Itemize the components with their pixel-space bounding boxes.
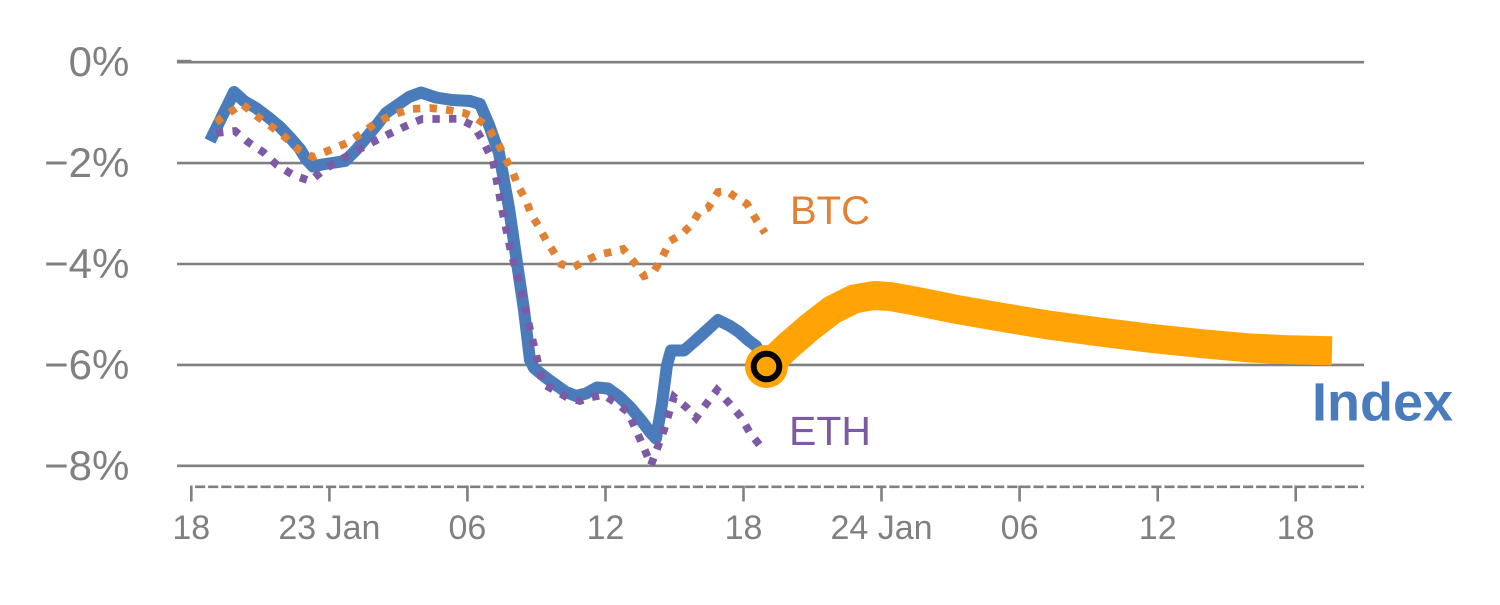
svg-text:BTC: BTC [790,189,870,233]
svg-text:−8%: −8% [44,442,129,489]
svg-text:−6%: −6% [44,341,129,388]
svg-text:−4%: −4% [44,240,129,287]
svg-text:12: 12 [1139,509,1177,547]
svg-text:06: 06 [448,509,486,547]
svg-text:Index: Index [1312,372,1453,432]
svg-text:24 Jan: 24 Jan [830,509,932,547]
svg-text:23 Jan: 23 Jan [278,509,380,547]
svg-text:18: 18 [1277,509,1315,547]
svg-text:−2%: −2% [44,139,129,186]
svg-text:18: 18 [725,509,763,547]
svg-text:06: 06 [1001,509,1039,547]
svg-text:12: 12 [587,509,625,547]
svg-text:0%: 0% [69,38,130,85]
svg-text:18: 18 [172,509,210,547]
svg-text:ETH: ETH [789,408,871,454]
